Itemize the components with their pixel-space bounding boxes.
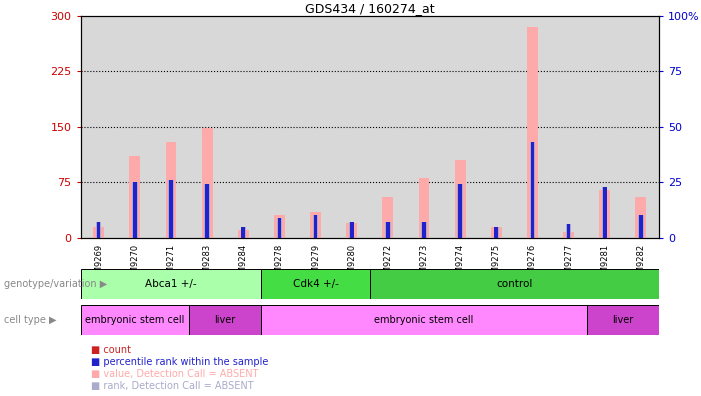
Bar [93,227,104,238]
Bar [370,269,659,299]
Bar [422,222,426,238]
Bar [97,234,101,238]
Bar [603,234,607,238]
Bar [130,156,140,238]
Bar [132,232,137,238]
Bar [639,215,643,238]
Bar [531,142,534,238]
Bar [81,305,189,335]
Bar [241,235,245,238]
Bar [189,305,261,335]
Bar [527,27,538,238]
Bar [133,182,137,238]
Bar [96,222,102,238]
Text: Abca1 +/-: Abca1 +/- [145,279,197,289]
Text: ■ value, Detection Call = ABSENT: ■ value, Detection Call = ABSENT [91,369,259,379]
Text: cell type ▶: cell type ▶ [4,315,56,325]
Bar [567,224,571,238]
Text: ■ percentile rank within the sample: ■ percentile rank within the sample [91,357,268,367]
Bar [563,232,574,238]
Bar [386,222,390,238]
Bar [530,142,535,238]
Bar [385,222,390,238]
Bar [458,185,463,238]
Bar [494,227,498,238]
Text: control: control [496,279,533,289]
Bar [349,222,355,238]
Bar [530,232,535,238]
Text: embryonic stem cell: embryonic stem cell [85,315,184,325]
Text: ■ rank, Detection Call = ABSENT: ■ rank, Detection Call = ABSENT [91,381,254,391]
Bar [458,233,463,238]
Bar [313,233,318,238]
Bar [599,190,610,238]
Bar [202,128,212,238]
Bar [418,179,430,238]
Bar [277,218,282,238]
Bar [422,233,426,238]
Bar [310,212,321,238]
Bar [639,234,643,238]
Bar [261,269,370,299]
Bar [494,235,498,238]
Text: liver: liver [612,315,634,325]
Bar [205,185,210,238]
Bar [240,227,246,238]
Bar [421,222,427,238]
Bar [603,187,606,238]
Bar [494,227,499,238]
Bar [132,182,137,238]
Bar [81,269,261,299]
Bar [169,180,172,238]
Bar [386,234,390,238]
Bar [455,160,465,238]
Bar [635,197,646,238]
Bar [168,180,174,238]
Bar [205,185,209,238]
Bar [587,305,659,335]
Bar [350,222,353,238]
Bar [314,215,318,238]
Bar [602,187,608,238]
Bar [566,235,571,238]
Bar [97,222,100,238]
Bar [261,305,587,335]
Bar [313,215,318,238]
Bar [458,185,462,238]
Text: ■ count: ■ count [91,345,131,356]
Text: genotype/variation ▶: genotype/variation ▶ [4,279,107,289]
Bar [346,223,357,238]
Bar [350,234,354,238]
Bar [638,215,644,238]
Bar [205,232,210,238]
Text: embryonic stem cell: embryonic stem cell [374,315,474,325]
Bar [278,233,282,238]
Bar [278,218,281,238]
Title: GDS434 / 160274_at: GDS434 / 160274_at [305,2,435,15]
Bar [165,141,177,238]
Bar [383,197,393,238]
Bar [566,224,571,238]
Text: Cdk4 +/-: Cdk4 +/- [292,279,339,289]
Bar [241,227,245,238]
Bar [274,215,285,238]
Text: liver: liver [215,315,236,325]
Bar [491,227,502,238]
Bar [238,230,249,238]
Bar [169,232,173,238]
